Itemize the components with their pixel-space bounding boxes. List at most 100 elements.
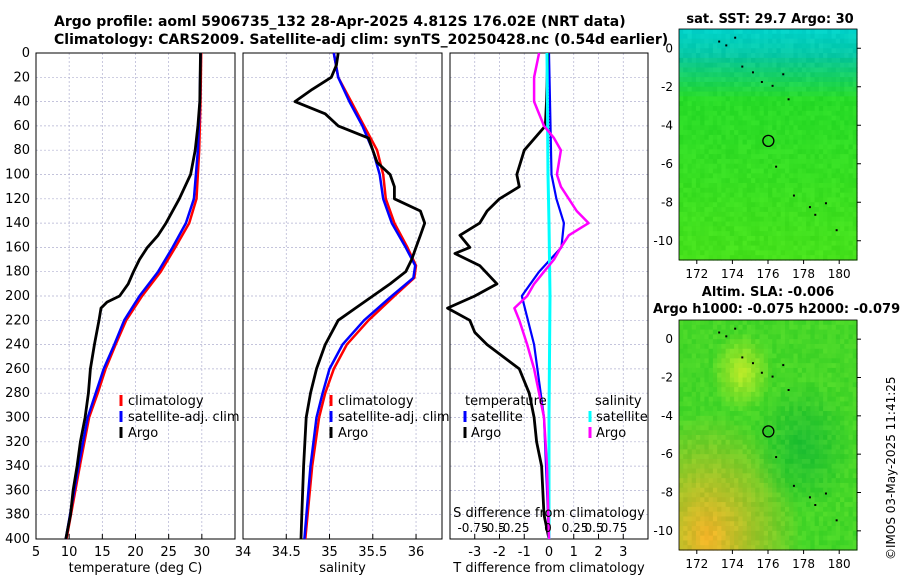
sst-map-island bbox=[835, 229, 838, 232]
difference-profile-xlabel: T difference from climatology bbox=[452, 561, 645, 576]
salinity-profile-xtick-label: 34 bbox=[235, 545, 252, 560]
sal-argo-line bbox=[293, 52, 427, 540]
sla-map-island bbox=[760, 371, 763, 374]
figure-title-line1: Argo profile: aoml 5906735_132 28-Apr-20… bbox=[54, 14, 626, 30]
sst-map-ytick-label: -6 bbox=[661, 157, 673, 171]
temperature-profile-ytick-label: 140 bbox=[5, 216, 30, 231]
sst-map-ytick-label: -4 bbox=[661, 118, 673, 132]
temperature-profile-ytick-label: 20 bbox=[13, 70, 30, 85]
temperature-profile-ytick-label: 120 bbox=[5, 192, 30, 207]
sdiff-legend-label: satellite bbox=[596, 410, 648, 425]
temperature-profile-ytick-label: 240 bbox=[5, 338, 30, 353]
sla-map-island bbox=[782, 364, 785, 367]
temperature-profile-ytick-label: 300 bbox=[5, 411, 30, 426]
temperature-profile-xtick-label: 15 bbox=[94, 545, 111, 560]
sst-map-island bbox=[808, 206, 811, 209]
temp-satellite-line bbox=[64, 52, 202, 540]
sst-map-island bbox=[771, 84, 774, 87]
sla-map-ytick-label: -2 bbox=[661, 371, 673, 385]
sst-map-island bbox=[741, 65, 744, 68]
sla-map-island bbox=[787, 389, 790, 391]
sla-map-ytick-label: -6 bbox=[661, 447, 673, 461]
salinity-profile-xlabel: salinity bbox=[319, 561, 366, 576]
sla-map-island bbox=[771, 375, 774, 378]
sst-map-island bbox=[782, 73, 785, 76]
sst-map-xtick-label: 178 bbox=[792, 267, 815, 281]
sst-map-ytick-label: -2 bbox=[661, 80, 673, 94]
sla-map-island bbox=[775, 456, 778, 459]
figure-title-line2: Climatology: CARS2009. Satellite-adj cli… bbox=[54, 32, 669, 48]
sla-map-island bbox=[725, 335, 728, 338]
temperature-profile-xtick-label: 5 bbox=[32, 545, 40, 560]
sdiff-tick-label: -0.25 bbox=[498, 521, 529, 535]
difference-profile-xtick-label: -1 bbox=[518, 545, 531, 560]
tdiff-argo-line bbox=[446, 52, 551, 540]
sla-map-xtick-label: 174 bbox=[721, 557, 744, 571]
temperature-profile-ytick-label: 400 bbox=[5, 532, 30, 547]
temperature-profile-ytick-label: 380 bbox=[5, 508, 30, 523]
sst-map-island bbox=[760, 80, 763, 83]
sla-map-island bbox=[808, 496, 811, 499]
temperature-profile-xlabel: temperature (deg C) bbox=[69, 561, 203, 576]
temp-legend-label: climatology bbox=[128, 394, 204, 409]
temperature-profile-xtick-label: 20 bbox=[127, 545, 144, 560]
temperature-profile-ytick-label: 260 bbox=[5, 362, 30, 377]
sla-map-island bbox=[792, 484, 795, 487]
difference-profile-xtick-label: 1 bbox=[570, 545, 578, 560]
sdiff-tick-label: 0.5 bbox=[584, 521, 603, 535]
sdiff-legend-label: Argo bbox=[596, 426, 626, 441]
sla-map-ytick-label: -4 bbox=[661, 409, 673, 423]
sdiff-tick-label: -0.75 bbox=[457, 521, 488, 535]
sla-map-island bbox=[718, 331, 721, 334]
sal-legend-label: climatology bbox=[338, 394, 414, 409]
salinity-profile-xtick-label: 35 bbox=[321, 545, 338, 560]
temperature-profile-ytick-label: 80 bbox=[13, 143, 30, 158]
sst-map-island bbox=[787, 98, 790, 101]
sla-map-ytick-label: -8 bbox=[661, 486, 673, 500]
sst-map-xtick-label: 174 bbox=[721, 267, 744, 281]
temperature-profile-ytick-label: 160 bbox=[5, 240, 30, 255]
salinity-profile-xtick-label: 36 bbox=[408, 545, 425, 560]
temperature-profile-ytick-label: 360 bbox=[5, 483, 30, 498]
salinity-profile-xtick-label: 34.5 bbox=[272, 545, 301, 560]
sal-legend-label: satellite-adj. clim bbox=[338, 410, 450, 425]
sst-map-argo-marker bbox=[762, 134, 775, 148]
temperature-profile-frame bbox=[35, 52, 236, 540]
sla-map-island bbox=[814, 504, 817, 506]
sla-map-island bbox=[741, 356, 744, 359]
sla-map-ytick-label: -10 bbox=[653, 524, 673, 538]
temperature-profile-ytick-label: 200 bbox=[5, 289, 30, 304]
sst-map-island bbox=[751, 71, 754, 74]
temperature-profile-xtick-label: 30 bbox=[194, 545, 211, 560]
sla-map-island bbox=[734, 327, 737, 330]
temperature-profile-xtick-label: 10 bbox=[61, 545, 78, 560]
sst-map-ytick-label: 0 bbox=[665, 41, 673, 55]
sst-map-island bbox=[725, 44, 728, 47]
sla-map-title2: Argo h1000: -0.075 h2000: -0.079 bbox=[653, 302, 900, 317]
sst-map-field bbox=[679, 29, 858, 261]
sla-map-xtick-label: 172 bbox=[685, 557, 708, 571]
imos-timestamp: ©IMOS 03-May-2025 11:41:25 bbox=[884, 376, 898, 560]
temperature-profile-ytick-label: 40 bbox=[13, 95, 30, 110]
temperature-profile-ytick-label: 100 bbox=[5, 168, 30, 183]
difference-profile-xtick-label: 3 bbox=[619, 545, 627, 560]
sst-map-island bbox=[824, 202, 827, 205]
sla-map-xtick-label: 178 bbox=[792, 557, 815, 571]
sst-map-island bbox=[792, 194, 795, 197]
sst-map-island bbox=[718, 40, 721, 43]
sla-map-island bbox=[824, 492, 827, 495]
sdiff-tick-label: 0.25 bbox=[562, 521, 589, 535]
temperature-profile-xtick-label: 25 bbox=[160, 545, 177, 560]
sla-map-ytick-label: 0 bbox=[665, 332, 673, 346]
sla-map-xtick-label: 176 bbox=[757, 557, 780, 571]
sst-map-xtick-label: 180 bbox=[828, 267, 851, 281]
sal-legend-label: Argo bbox=[338, 426, 368, 441]
salinity-profile-xtick-label: 35.5 bbox=[358, 545, 387, 560]
temperature-profile-ytick-label: 340 bbox=[5, 459, 30, 474]
sdiff-legend-title: salinity bbox=[595, 394, 642, 409]
sdiff-tick-label: 0.75 bbox=[601, 521, 628, 535]
temperature-profile-ytick-label: 0 bbox=[22, 46, 30, 61]
salinity-profile-frame bbox=[242, 52, 443, 540]
sal-satellite-line bbox=[303, 52, 417, 540]
